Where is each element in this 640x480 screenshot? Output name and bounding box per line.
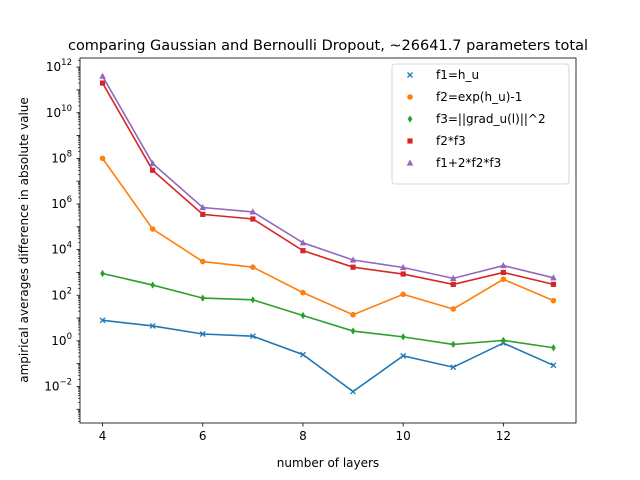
marker-diamond bbox=[200, 294, 206, 302]
series-line bbox=[102, 319, 554, 393]
marker-square bbox=[99, 80, 106, 86]
marker-x bbox=[299, 351, 306, 358]
y-tick-label: 108 bbox=[51, 149, 72, 165]
y-tick-label: 104 bbox=[51, 241, 72, 257]
marker-circle bbox=[99, 155, 106, 162]
marker-square bbox=[407, 138, 413, 144]
legend-item: f2=exp(h_u)-1 bbox=[407, 90, 522, 104]
chart-title: comparing Gaussian and Bernoulli Dropout… bbox=[68, 38, 588, 54]
marker-triangle bbox=[399, 263, 407, 271]
marker-diamond bbox=[407, 115, 413, 123]
legend-item: f3=||grad_u(l)||^2 bbox=[407, 112, 546, 126]
marker-triangle bbox=[349, 256, 357, 263]
legend-item: f2*f3 bbox=[407, 134, 466, 148]
marker-diamond bbox=[250, 296, 256, 304]
marker-circle bbox=[500, 276, 507, 283]
series-line bbox=[101, 157, 554, 316]
marker-x bbox=[550, 362, 557, 369]
marker-x bbox=[249, 333, 256, 340]
marker-circle bbox=[300, 289, 306, 296]
marker-diamond bbox=[400, 333, 406, 341]
marker-x bbox=[99, 317, 106, 324]
y-tick-label: 1010 bbox=[46, 104, 72, 120]
legend-label: f1+2*f2*f3 bbox=[436, 156, 501, 170]
series-line bbox=[101, 75, 554, 280]
marker-square bbox=[300, 248, 306, 254]
y-tick-label: 102 bbox=[51, 286, 72, 302]
marker-triangle bbox=[406, 159, 414, 166]
marker-circle bbox=[407, 94, 413, 100]
marker-square bbox=[400, 271, 406, 277]
marker-diamond bbox=[100, 269, 105, 278]
series-1 bbox=[99, 317, 557, 395]
marker-triangle bbox=[500, 261, 507, 269]
series-2 bbox=[99, 155, 557, 318]
y-tick-label: 106 bbox=[51, 195, 72, 211]
x-tick-label: 10 bbox=[396, 429, 411, 443]
series-5 bbox=[99, 72, 557, 281]
marker-circle bbox=[149, 226, 156, 232]
marker-x bbox=[407, 72, 413, 78]
marker-circle bbox=[400, 291, 406, 298]
marker-x bbox=[450, 364, 457, 371]
y-tick-label: 100 bbox=[51, 332, 72, 348]
marker-square bbox=[450, 281, 456, 287]
marker-triangle bbox=[99, 72, 106, 79]
legend: f1=h_u f2=exp(h_u)-1 f3=||grad_u(l)||^2 f2*… bbox=[391, 63, 570, 185]
x-axis-label: number of layers bbox=[277, 456, 379, 470]
x-tick-label: 4 bbox=[99, 429, 107, 443]
marker-diamond bbox=[551, 344, 556, 352]
legend-box bbox=[391, 63, 570, 185]
marker-circle bbox=[350, 311, 356, 318]
marker-square bbox=[150, 167, 156, 173]
legend-label: f2*f3 bbox=[436, 134, 466, 148]
x-tick-label: 8 bbox=[299, 429, 307, 443]
x-tick-label: 12 bbox=[496, 429, 511, 443]
marker-triangle bbox=[249, 208, 257, 215]
legend-label: f3=||grad_u(l)||^2 bbox=[436, 112, 546, 126]
marker-square bbox=[500, 269, 506, 276]
marker-circle bbox=[450, 306, 457, 312]
series-line bbox=[101, 82, 554, 286]
marker-triangle bbox=[299, 239, 307, 246]
marker-square bbox=[200, 211, 206, 218]
series-4 bbox=[99, 80, 557, 287]
marker-x bbox=[199, 331, 206, 337]
marker-triangle bbox=[149, 159, 156, 167]
legend-label: f1=h_u bbox=[436, 68, 479, 82]
marker-diamond bbox=[300, 311, 306, 320]
legend-label: f2=exp(h_u)-1 bbox=[436, 90, 522, 104]
marker-x bbox=[400, 352, 407, 359]
marker-square bbox=[250, 216, 256, 222]
series-line bbox=[102, 272, 554, 349]
y-tick-label: 10−2 bbox=[44, 378, 72, 394]
marker-x bbox=[350, 388, 357, 395]
marker-diamond bbox=[500, 336, 506, 344]
marker-square bbox=[350, 264, 356, 270]
marker-circle bbox=[250, 264, 256, 270]
legend-item: f1+2*f2*f3 bbox=[406, 156, 501, 170]
marker-diamond bbox=[150, 281, 156, 289]
marker-triangle bbox=[199, 203, 207, 211]
axes-frame bbox=[79, 57, 577, 424]
marker-circle bbox=[199, 258, 206, 265]
marker-diamond bbox=[350, 327, 356, 335]
series-3 bbox=[100, 269, 556, 352]
marker-x bbox=[149, 323, 156, 329]
x-tick-label: 6 bbox=[199, 429, 207, 443]
marker-circle bbox=[550, 297, 557, 304]
marker-triangle bbox=[449, 274, 457, 281]
marker-square bbox=[550, 281, 557, 287]
legend-item: f1=h_u bbox=[407, 68, 479, 82]
y-axis-label: ampirical averages difference in absolut… bbox=[17, 97, 31, 383]
y-tick-label: 1012 bbox=[46, 58, 72, 74]
marker-triangle bbox=[550, 274, 557, 281]
marker-diamond bbox=[450, 340, 456, 349]
